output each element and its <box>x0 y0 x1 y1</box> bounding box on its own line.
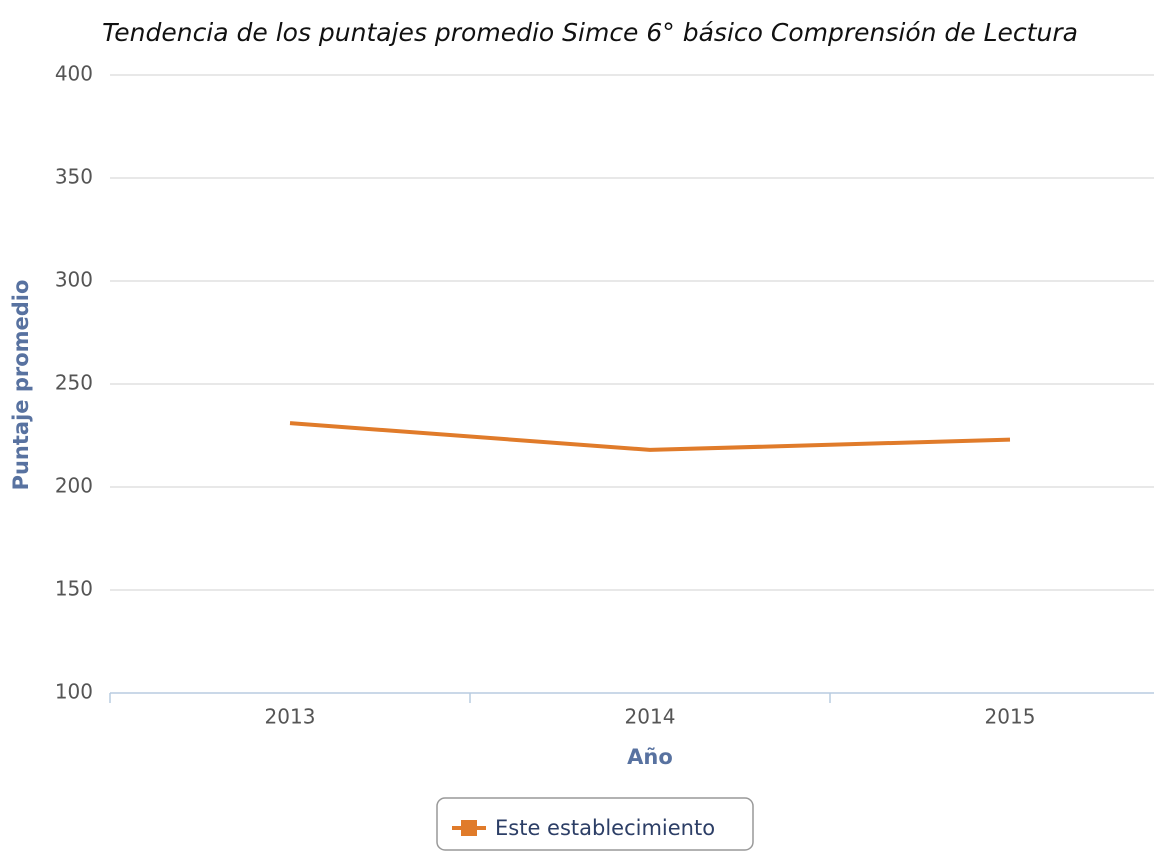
legend-box <box>436 797 754 851</box>
y-tick-label: 250 <box>55 371 93 395</box>
y-tick-label: 150 <box>55 577 93 601</box>
x-tick-label: 2014 <box>625 705 676 729</box>
series-line <box>289 421 1011 452</box>
y-axis-label: Puntaje promedio <box>9 280 33 491</box>
x-tick-label: 2015 <box>985 705 1036 729</box>
y-tick-label: 400 <box>55 62 93 86</box>
x-tick-label: 2013 <box>265 705 316 729</box>
y-tick-label: 200 <box>55 474 93 498</box>
x-axis-label: Año <box>627 745 673 769</box>
y-tick-label: 300 <box>55 268 93 292</box>
legend-label: Este establecimiento <box>495 816 715 840</box>
legend-swatch <box>461 820 477 836</box>
y-tick-label: 350 <box>55 165 93 189</box>
y-tick-label: 100 <box>55 680 93 704</box>
chart-title: Tendencia de los puntajes promedio Simce… <box>102 18 1078 47</box>
